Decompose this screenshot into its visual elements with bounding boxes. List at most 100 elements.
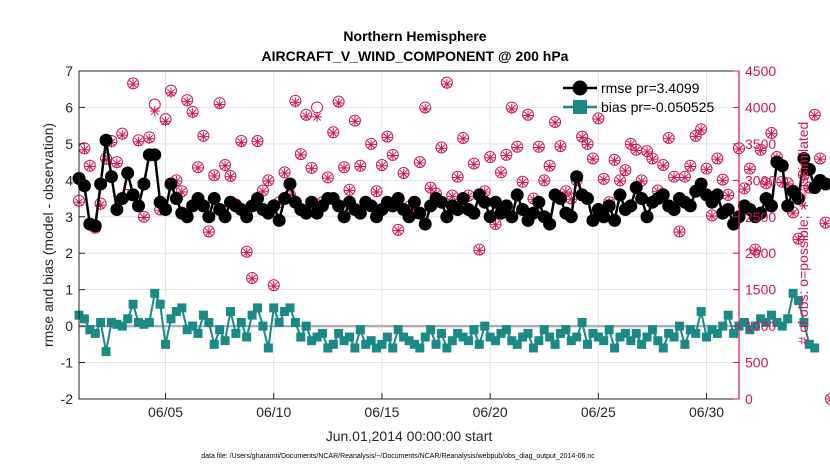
chart-title: Northern Hemisphere	[343, 28, 486, 44]
bias-point	[307, 336, 317, 346]
obs-assimilated-point	[474, 245, 485, 256]
rmse-point	[451, 202, 465, 216]
bias-point	[204, 317, 214, 327]
bias-point	[507, 336, 517, 346]
obs-assimilated-point	[247, 273, 258, 284]
rmse-point	[819, 177, 830, 191]
obs-assimilated-point	[295, 149, 306, 160]
bias-point	[610, 343, 620, 353]
bias-point	[804, 339, 814, 349]
rmse-point	[391, 192, 405, 206]
obs-assimilated-point	[279, 168, 290, 179]
obs-assimilated-point	[144, 133, 155, 144]
y-axis-left-label: rmse and bias (model - observation)	[40, 123, 56, 347]
rmse-point	[489, 195, 503, 209]
obs-assimilated-point	[149, 106, 160, 117]
obs-assimilated-point	[577, 132, 588, 143]
bias-point	[512, 339, 522, 349]
obs-assimilated-point	[701, 164, 712, 175]
bias-point	[247, 310, 257, 320]
bias-point	[766, 310, 776, 320]
bias-point	[702, 332, 712, 342]
legend-bias-label: bias pr=-0.050525	[601, 99, 714, 115]
obs-assimilated-point	[793, 234, 804, 245]
obs-assimilated-point	[198, 131, 209, 142]
x-axis: 06/05 06/10 06/15 06/20 06/25 06/30	[148, 393, 724, 420]
bias-point	[545, 332, 555, 342]
bias-point	[637, 339, 647, 349]
rmse-point	[597, 210, 611, 224]
obs-assimilated-point	[512, 142, 523, 153]
obs-assimilated-point	[225, 171, 236, 182]
x-tick-label: 06/20	[473, 404, 508, 420]
bias-point	[788, 288, 798, 298]
bias-point	[810, 343, 820, 353]
obs-assimilated-point	[333, 98, 344, 109]
rmse-point	[240, 210, 254, 224]
obs-assimilated-point	[236, 137, 247, 148]
bias-point	[134, 317, 144, 327]
obs-assimilated-point	[111, 158, 122, 169]
bias-point	[464, 336, 474, 346]
obs-assimilated-point	[582, 139, 593, 150]
rmse-point	[115, 192, 129, 206]
obs-assimilated-point	[690, 131, 701, 142]
bias-point	[631, 328, 641, 338]
obs-assimilated-point	[468, 159, 479, 170]
bias-point	[144, 317, 154, 327]
obs-assimilated-point	[517, 177, 528, 188]
bias-point	[420, 332, 430, 342]
rmse-point	[164, 177, 178, 191]
chart-subtitle: AIRCRAFT_V_WIND_COMPONENT @ 200 hPa	[262, 48, 569, 64]
obs-assimilated-point	[539, 176, 550, 187]
obs-assimilated-point	[322, 173, 333, 184]
rmse-point	[267, 199, 281, 213]
obs-assimilated-point	[203, 227, 214, 238]
rmse-point	[570, 170, 584, 184]
rmse-point	[99, 133, 113, 147]
obs-assimilated-point	[441, 79, 452, 90]
obs-assimilated-point	[696, 125, 707, 136]
y-axis-left: -2 -1 0 1 2 3 4 5 6 7	[61, 63, 85, 407]
rmse-point	[272, 213, 286, 227]
bias-point	[280, 307, 290, 317]
rmse-point	[613, 188, 627, 202]
rmse-point	[418, 217, 432, 231]
bias-point	[491, 336, 501, 346]
obs-assimilated-point	[393, 225, 404, 236]
obs-assimilated-point	[658, 160, 669, 171]
y-left-tick-label: 1	[65, 282, 73, 298]
rmse-point	[792, 192, 806, 206]
obs-assimilated-point	[642, 146, 653, 157]
x-tick-label: 06/25	[581, 404, 616, 420]
bias-point	[729, 328, 739, 338]
bias-point	[328, 339, 338, 349]
bias-point	[350, 343, 360, 353]
bias-point	[626, 336, 636, 346]
bias-point	[566, 336, 576, 346]
y-right-tick-label: 0	[745, 391, 753, 407]
bias-point	[588, 328, 598, 338]
bias-point	[90, 328, 100, 338]
bias-point	[285, 303, 295, 313]
rmse-point	[510, 188, 524, 202]
bias-point	[583, 339, 593, 349]
bias-point	[355, 325, 365, 335]
bias-point	[523, 328, 533, 338]
bias-point	[258, 321, 268, 331]
bias-point	[231, 328, 241, 338]
obs-assimilated-point	[182, 96, 193, 107]
obs-assimilated-point	[344, 185, 355, 196]
rmse-point	[667, 202, 681, 216]
obs-assimilated-point	[349, 116, 360, 127]
bias-point	[718, 321, 728, 331]
rmse-point	[121, 166, 135, 180]
rmse-point	[532, 195, 546, 209]
y-left-tick-label: -1	[61, 355, 74, 371]
obs-assimilated-point	[328, 127, 339, 138]
obs-assimilated-point	[301, 111, 312, 122]
obs-assimilated-point	[485, 152, 496, 163]
rmse-point	[586, 213, 600, 227]
rmse-point	[456, 192, 470, 206]
bias-point	[415, 343, 425, 353]
